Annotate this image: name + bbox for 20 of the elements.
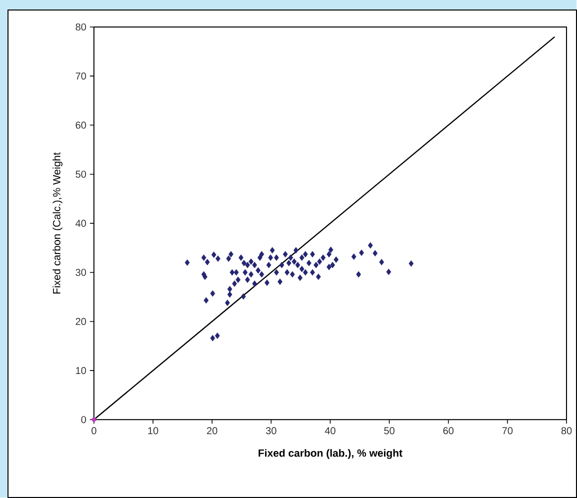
x-tick-label: 10 (148, 427, 158, 434)
x-tick-label: 70 (502, 427, 513, 434)
y-tick-label: 60 (76, 122, 86, 129)
x-tick-label: 50 (384, 427, 394, 434)
x-tick-label: 60 (443, 427, 454, 434)
x-tick-label: 20 (207, 427, 218, 434)
y-tick-label: 30 (76, 268, 86, 276)
x-tick-label: 80 (561, 427, 572, 434)
x-tick-label: 40 (324, 427, 336, 434)
y-tick-label: 50 (76, 170, 86, 178)
y-tick-label: 20 (76, 318, 86, 325)
y-tick-label: 70 (76, 72, 86, 80)
x-tick-label: 30 (266, 427, 276, 434)
y-axis-title: Fixed carbon (Calc.),% Weight (52, 152, 62, 294)
y-tick-label: 10 (76, 366, 86, 374)
x-axis-title: Fixed carbon (lab.), % weight (258, 449, 402, 459)
x-tick-label: 0 (92, 427, 96, 434)
y-tick-label: 80 (76, 23, 86, 30)
y-tick-label: 40 (76, 220, 86, 227)
y-tick-label: 0 (81, 416, 86, 424)
